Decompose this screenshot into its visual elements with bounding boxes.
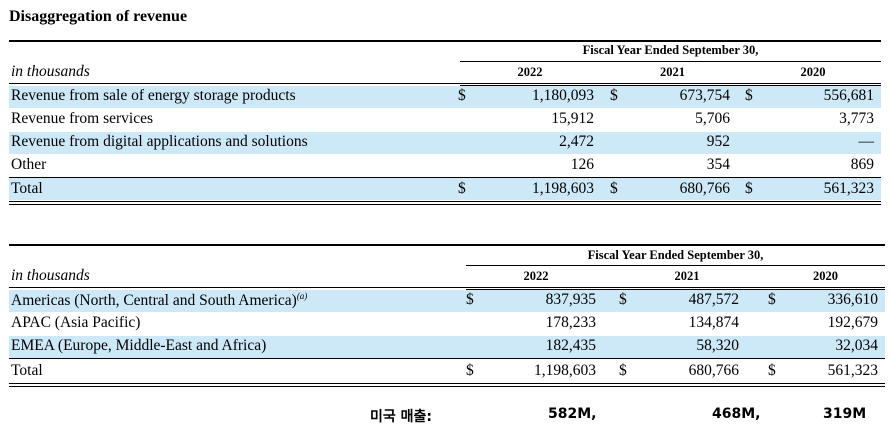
currency-symbol: $ (768, 291, 776, 308)
table1-value-2022: 1,180,093 (532, 87, 594, 104)
table2-top-rule (9, 244, 885, 246)
table2-double-rule (9, 386, 885, 387)
table2-value-2022: 837,935 (545, 291, 596, 308)
table1-header-rule (9, 83, 881, 84)
table1-row-band (9, 178, 881, 200)
table1-double-rule (9, 204, 881, 205)
table1-total-top-rule (9, 177, 881, 178)
table1-total-label: Total (11, 180, 43, 197)
table2-total-label: Total (11, 362, 43, 379)
table1-value-2020: 556,681 (823, 87, 874, 104)
table1-top-rule (9, 40, 881, 42)
table2-value-2022: 182,435 (545, 337, 596, 354)
table1-total-2022: 1,198,603 (532, 180, 594, 197)
currency-symbol: $ (466, 291, 474, 308)
table1-total-2020: 561,323 (823, 180, 874, 197)
table1-year-2021: 2021 (660, 65, 685, 79)
currency-symbol: $ (745, 180, 753, 197)
us-sales-2021: 468M, (712, 406, 761, 422)
table2-year-2020: 2020 (813, 269, 838, 283)
currency-symbol: $ (610, 180, 618, 197)
table2-value-2021: 134,874 (688, 314, 739, 331)
currency-symbol: $ (458, 180, 466, 197)
table2-value-2021: 487,572 (688, 291, 739, 308)
currency-symbol: $ (619, 362, 627, 379)
table1-value-2021: 673,754 (679, 87, 730, 104)
table2-value-2021: 58,320 (696, 337, 739, 354)
table1-value-2020: 3,773 (839, 110, 874, 127)
table1-row-label: Revenue from sale of energy storage prod… (11, 87, 296, 104)
table2-total-2022: 1,198,603 (534, 362, 596, 379)
table1-header-rule-2 (460, 85, 881, 86)
table1-value-2021: 5,706 (695, 110, 730, 127)
table1-year-2022: 2022 (517, 65, 543, 79)
table1-value-2021: 952 (706, 133, 730, 150)
currency-symbol: $ (466, 362, 474, 379)
table2-double-rule (9, 383, 885, 384)
table1-row-band (9, 86, 881, 108)
us-sales-2020: 319M (823, 406, 867, 422)
table1-total-2021: 680,766 (679, 180, 730, 197)
table1-value-2020: — (858, 133, 875, 150)
table2-row-label: Americas (North, Central and South Ameri… (11, 291, 308, 309)
table1-value-2022: 15,912 (551, 110, 594, 127)
table1-row-label: Revenue from services (11, 110, 154, 127)
table2-year-2022: 2022 (523, 269, 549, 283)
currency-symbol: $ (610, 87, 618, 104)
table2-year-2021: 2021 (674, 269, 700, 283)
table2-value-2020: 192,679 (827, 314, 878, 331)
us-sales-2022: 582M, (548, 406, 597, 422)
table1-value-2021: 354 (706, 156, 730, 173)
table2-period-underline (466, 265, 885, 266)
table1-value-2020: 869 (850, 156, 874, 173)
currency-symbol: $ (768, 362, 776, 379)
table1-period-underline (460, 61, 881, 62)
currency-symbol: $ (619, 291, 627, 308)
section-title: Disaggregation of revenue (9, 8, 188, 25)
table1-value-2022: 126 (570, 156, 594, 173)
table1-value-2022: 2,472 (559, 133, 594, 150)
table2-row-band (9, 336, 885, 358)
table2-row-label: EMEA (Europe, Middle-East and Africa) (11, 337, 267, 354)
table2-period-header: Fiscal Year Ended September 30, (587, 248, 764, 262)
table1-year-2020: 2020 (800, 65, 826, 79)
table1-units-label: in thousands (11, 63, 90, 80)
table1-period-header: Fiscal Year Ended September 30, (582, 43, 759, 57)
table2-total-top-rule (9, 358, 885, 359)
table1-row-label: Revenue from digital applications and so… (11, 133, 308, 150)
table1-row-label: Other (11, 156, 47, 173)
table2-units-label: in thousands (11, 267, 90, 284)
table2-header-rule-2 (466, 289, 885, 290)
table2-total-2020: 561,323 (827, 362, 878, 379)
footnote-marker: (a) (296, 291, 308, 301)
us-sales-label: 미국 매출: (370, 409, 432, 425)
table2-value-2022: 178,233 (545, 314, 596, 331)
table2-row-label: APAC (Asia Pacific) (11, 314, 141, 331)
table2-header-rule (9, 287, 885, 288)
table2-total-2021: 680,766 (688, 362, 739, 379)
table1-double-rule (9, 201, 881, 202)
table2-value-2020: 32,034 (835, 337, 878, 354)
table2-value-2020: 336,610 (827, 291, 878, 308)
table1-row-band (9, 132, 881, 154)
currency-symbol: $ (745, 87, 753, 104)
currency-symbol: $ (458, 87, 466, 104)
table2-row-band (9, 290, 885, 312)
